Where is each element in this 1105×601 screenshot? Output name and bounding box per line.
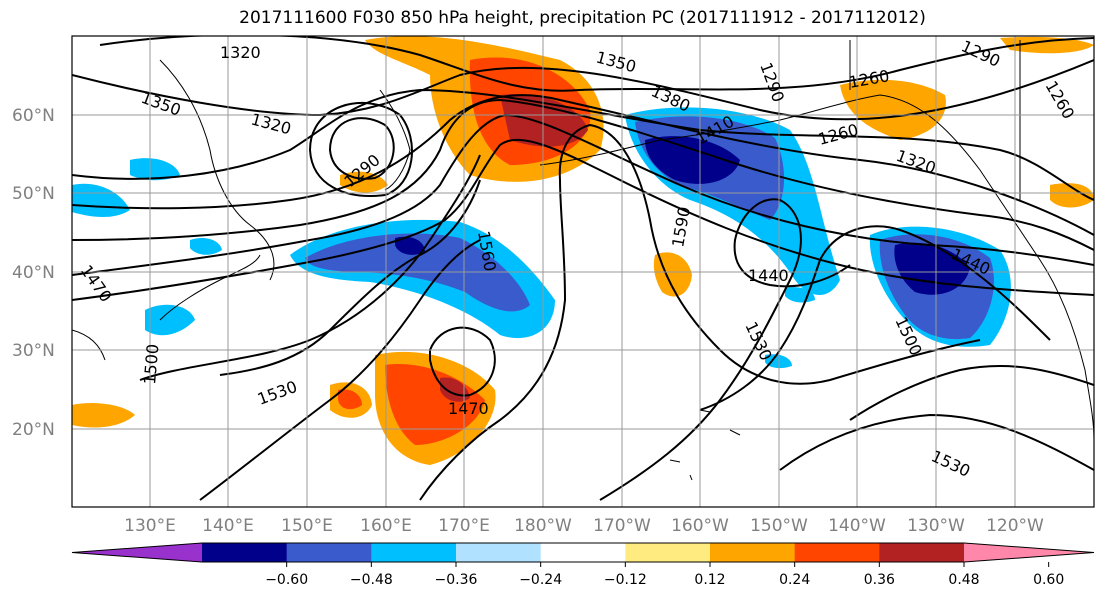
colorbar-label: 0.36 <box>864 572 895 588</box>
lon-tick-label: 150°W <box>750 516 808 536</box>
colorbar-bin <box>794 543 880 562</box>
colorbar-bin <box>879 543 965 562</box>
colorbar-bin <box>710 543 796 562</box>
lon-tick-label: 170°E <box>438 516 490 536</box>
colorbar-label: 0.24 <box>779 572 810 588</box>
contour-label: 1470 <box>448 399 489 418</box>
colorbar: −0.60 −0.48 −0.36 −0.24 −0.12 0.12 0.24 0.36 0.4… <box>71 542 1095 588</box>
lat-tick-label: 40°N <box>12 263 55 283</box>
lon-tick-label: 140°E <box>202 516 254 536</box>
lat-tick-label: 60°N <box>12 106 55 126</box>
coastlines <box>72 40 1094 481</box>
colorbar-bin <box>371 543 457 562</box>
colorbar-bin <box>540 543 626 562</box>
graticule <box>72 36 1094 507</box>
lon-tick-label: 160°W <box>671 516 729 536</box>
contour-label: 1320 <box>220 43 261 62</box>
colorbar-extend-high <box>964 543 1094 562</box>
lat-tick-label: 30°N <box>12 341 55 361</box>
lon-tick-label: 170°W <box>593 516 651 536</box>
colorbar-label: −0.60 <box>265 572 308 588</box>
colorbar-label: 0.60 <box>1033 572 1064 588</box>
height-contours <box>72 36 1094 501</box>
map-title: 2017111600 F030 850 hPa height, precipit… <box>239 8 926 28</box>
colorbar-bin <box>202 543 288 562</box>
lon-tick-label: 160°E <box>360 516 412 536</box>
colorbar-bin <box>625 543 711 562</box>
contour-label: 1500 <box>140 343 162 385</box>
contour-label: 1440 <box>748 266 789 285</box>
colorbar-label: 0.12 <box>694 572 725 588</box>
colorbar-bin <box>286 543 372 562</box>
latitude-labels: 60°N 50°N 40°N 30°N 20°N <box>12 106 55 440</box>
colorbar-label: −0.48 <box>350 572 393 588</box>
lon-tick-label: 140°W <box>828 516 886 536</box>
lon-tick-label: 180°W <box>514 516 572 536</box>
colorbar-outline <box>71 542 1095 563</box>
colorbar-bin <box>456 543 542 562</box>
lon-tick-label: 130°W <box>907 516 965 536</box>
lon-tick-label: 130°E <box>124 516 176 536</box>
colorbar-label: −0.12 <box>604 572 647 588</box>
lat-tick-label: 50°N <box>12 184 55 204</box>
lon-tick-label: 120°W <box>986 516 1044 536</box>
colorbar-label: −0.36 <box>435 572 478 588</box>
colorbar-label: 0.48 <box>948 572 979 588</box>
longitude-labels: 130°E 140°E 150°E 160°E 170°E 180°W 170°… <box>124 516 1044 536</box>
lat-tick-label: 20°N <box>12 420 55 440</box>
lon-tick-label: 150°E <box>281 516 333 536</box>
colorbar-extend-low <box>72 543 202 562</box>
map-frame <box>71 35 1095 508</box>
colorbar-label: −0.24 <box>519 572 562 588</box>
